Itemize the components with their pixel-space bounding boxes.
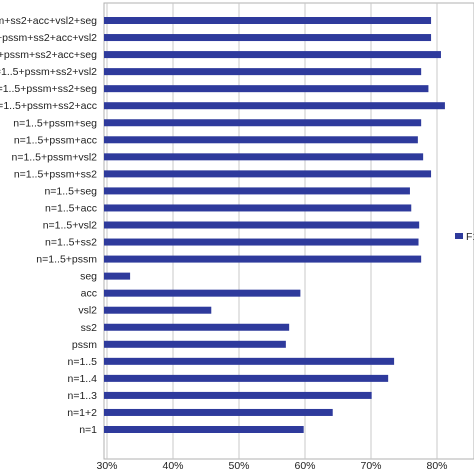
category-label: pssm (72, 339, 97, 351)
bar (104, 221, 420, 229)
bar (104, 170, 432, 178)
x-tick-label: 60% (294, 460, 315, 472)
category-label: n=1..5+acc (45, 202, 97, 214)
gridlines (106, 3, 438, 459)
bar (104, 289, 301, 297)
bar (104, 426, 304, 433)
bar (104, 17, 432, 24)
category-label: n=1..5+vsl2 (43, 220, 97, 232)
category-label: n=1..5+pssm+ss2+acc+vsl2+seg (0, 15, 97, 27)
bar (104, 340, 286, 348)
bar (104, 153, 424, 161)
x-tick-labels: 30% 40% 50% 60% 70% 80% (96, 460, 447, 472)
bar (104, 374, 389, 382)
x-tick-label: 30% (96, 460, 117, 472)
bar (104, 391, 372, 399)
bar (104, 68, 422, 76)
category-labels: n=1 n=1+2 n=1..3 n=1..4 n=1..5 pssm ss2 vsl2 acc… (0, 15, 97, 436)
bar (104, 408, 333, 416)
bar (104, 187, 410, 195)
category-label: n=1..5+pssm (36, 254, 97, 266)
bar (104, 238, 419, 246)
bar (104, 34, 432, 42)
bar (104, 51, 441, 59)
plot-area (103, 2, 474, 460)
bar (104, 255, 422, 263)
bar (104, 272, 131, 280)
category-label: n=1..5+seg (44, 185, 97, 197)
category-label: n=1..5+pssm+ss2+acc+seg (0, 49, 97, 61)
bar (104, 323, 290, 331)
bar (104, 136, 418, 144)
bar (104, 102, 445, 110)
category-label: n=1..5+pssm+ss2 (14, 168, 97, 180)
bar (104, 204, 412, 212)
category-label: n=1..5+pssm+ss2+acc (0, 100, 97, 112)
category-label: n=1..4 (68, 373, 98, 385)
category-label: vsl2 (78, 305, 97, 317)
category-label: seg (80, 271, 97, 283)
category-label: n=1+2 (67, 407, 97, 419)
category-label: ss2 (81, 322, 98, 334)
bar (104, 306, 212, 314)
x-tick-label: 40% (162, 460, 183, 472)
category-label: n=1..5+pssm+ss2+vsl2 (0, 66, 97, 78)
category-label: n=1..5+pssm+ss2+acc+vsl2 (0, 32, 97, 44)
x-tick-label: 80% (426, 460, 447, 472)
legend-label: F1 (466, 231, 474, 243)
category-label: n=1..5+pssm+ss2+seg (0, 83, 97, 95)
x-tick-label: 50% (228, 460, 249, 472)
category-label: acc (81, 288, 97, 300)
legend: F1 (455, 231, 474, 243)
bar (104, 85, 429, 93)
bar (104, 357, 395, 365)
category-label: n=1..5+ss2 (45, 237, 97, 249)
category-label: n=1..5+pssm+vsl2 (11, 151, 97, 163)
bars (104, 17, 445, 433)
category-label: n=1 (79, 424, 97, 436)
category-label: n=1..3 (68, 390, 98, 402)
legend-swatch (455, 233, 463, 239)
x-tick-label: 70% (360, 460, 381, 472)
category-label: n=1..5+pssm+seg (13, 117, 97, 129)
bar (104, 119, 422, 127)
category-label: n=1..5+pssm+acc (14, 134, 97, 146)
category-label: n=1..5 (68, 356, 98, 368)
